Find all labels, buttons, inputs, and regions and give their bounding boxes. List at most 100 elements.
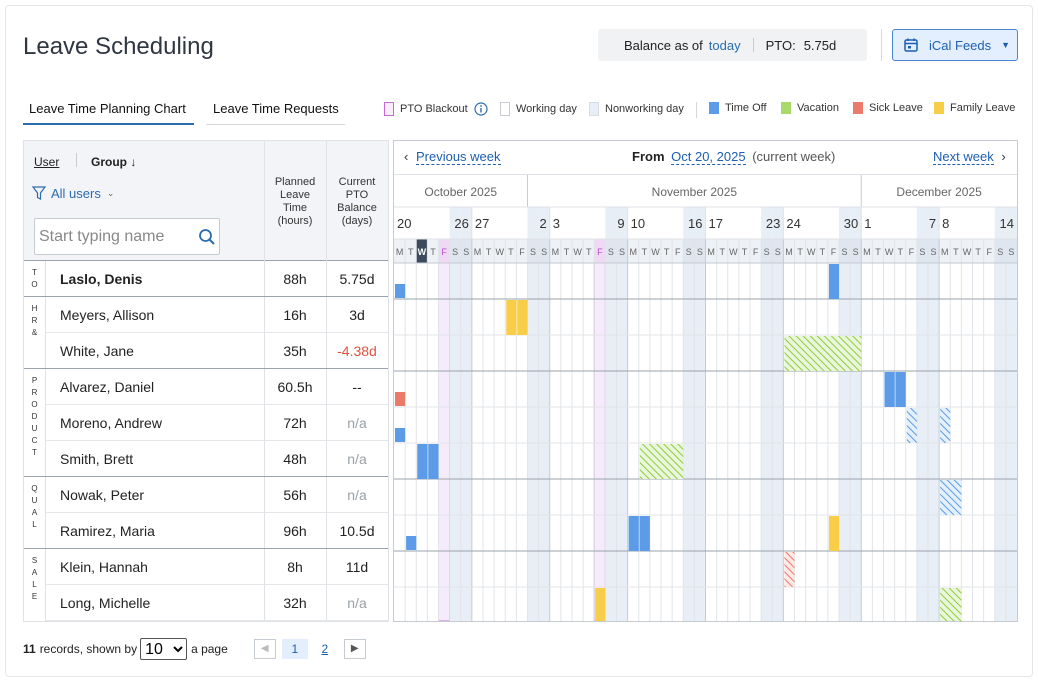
weekday-label: F — [986, 247, 992, 257]
employee-name[interactable]: Laslo, Denis — [60, 271, 143, 287]
leave-bar-family[interactable] — [828, 516, 839, 551]
table-row[interactable]: Alvarez, Daniel 60.5h -- — [24, 369, 388, 405]
nonworking-column — [850, 207, 862, 621]
leave-bar-time-off[interactable] — [940, 480, 962, 515]
employee-name[interactable]: Moreno, Andrew — [60, 415, 162, 431]
weekday-cell — [516, 239, 528, 263]
employee-name[interactable]: Smith, Brett — [60, 451, 134, 467]
balance-column-header[interactable]: Current PTO Balance (days) — [326, 176, 388, 228]
weekday-label: T — [953, 247, 959, 257]
from-date-link[interactable]: Oct 20, 2025 — [671, 149, 746, 165]
tab-planning-chart[interactable]: Leave Time Planning Chart — [23, 101, 194, 125]
planned-hours: 56h — [283, 487, 307, 503]
prev-page-button[interactable]: ◀ — [253, 639, 276, 659]
previous-week-link[interactable]: ‹ Previous week — [404, 149, 501, 165]
weekday-cell — [983, 239, 995, 263]
leave-bar-sick[interactable] — [784, 552, 795, 587]
leave-bar-time-off[interactable] — [395, 284, 406, 298]
info-icon[interactable] — [474, 102, 488, 116]
employee-name[interactable]: Alvarez, Daniel — [60, 379, 155, 395]
table-row[interactable]: White, Jane 35h -4.38d — [24, 333, 388, 369]
group-divider — [24, 548, 388, 549]
table-row[interactable]: Moreno, Andrew 72h n/a — [24, 405, 388, 441]
planned-header-line: Planned — [274, 176, 316, 188]
page-size-select[interactable]: 102550 — [140, 638, 188, 660]
from-label: From — [632, 149, 665, 164]
table-row[interactable]: Ramirez, Maria 96h 10.5d — [24, 513, 388, 549]
date-label: 23 — [766, 216, 780, 231]
filter-icon — [32, 186, 46, 200]
sort-by-group[interactable]: Group ↓ — [91, 155, 136, 169]
planned-hours: 88h — [283, 271, 307, 287]
leave-bar-vacation[interactable] — [940, 588, 962, 621]
page-1-button[interactable]: 1 — [281, 639, 308, 659]
weekday-label: S — [919, 247, 925, 257]
records-text: records, shown by — [39, 642, 138, 656]
table-row[interactable]: Laslo, Denis 88h 5.75d — [24, 261, 388, 297]
balance-header-line: Balance — [337, 202, 377, 214]
weekday-label: T — [408, 247, 414, 257]
employee-name[interactable]: White, Jane — [60, 343, 134, 359]
page-2-button[interactable]: 2 — [321, 642, 329, 656]
pto-balance: -- — [352, 379, 362, 395]
employee-name[interactable]: Long, Michelle — [60, 595, 151, 611]
next-page-button[interactable]: ▶ — [343, 639, 366, 659]
employee-name[interactable]: Klein, Hannah — [60, 559, 148, 575]
weekday-cell — [716, 239, 728, 263]
weekday-label: T — [897, 247, 903, 257]
table-row[interactable]: Long, Michelle 32h n/a — [24, 585, 388, 621]
table-row[interactable]: Klein, Hannah 8h 11d — [24, 549, 388, 585]
table-row[interactable]: Nowak, Peter 56h n/a — [24, 477, 388, 513]
weekday-label: T — [586, 247, 592, 257]
group-label: H R & — [24, 297, 46, 369]
weekday-cell — [861, 239, 873, 263]
tab-time-requests[interactable]: Leave Time Requests — [206, 101, 345, 125]
leave-bar-vacation[interactable] — [784, 336, 862, 371]
employee-name[interactable]: Nowak, Peter — [60, 487, 145, 503]
leave-bar-family[interactable] — [595, 588, 606, 621]
search-icon[interactable] — [198, 228, 216, 246]
planning-chart: ‹ Previous week From Oct 20, 2025 (curre… — [393, 140, 1018, 622]
weekday-cell — [916, 239, 928, 263]
legend-divider — [696, 102, 697, 118]
leave-bar-time-off[interactable] — [395, 428, 406, 442]
month-label: November 2025 — [652, 185, 738, 199]
balance-header-line: (days) — [341, 215, 373, 227]
planned-header-line: Time — [282, 202, 308, 214]
nonworking-column — [616, 207, 628, 621]
ical-feeds-button[interactable]: iCal Feeds ▼ — [892, 29, 1018, 61]
nonworking-column — [527, 207, 539, 621]
time-off-swatch — [709, 102, 719, 114]
column-divider — [264, 141, 265, 621]
legend-working: Working day — [500, 102, 577, 116]
planned-column-header[interactable]: Planned Leave Time (hours) — [264, 176, 326, 228]
leave-bar-time-off[interactable] — [906, 408, 917, 443]
legend-blackout: PTO Blackout — [384, 102, 488, 116]
leave-bar-vacation[interactable] — [639, 444, 684, 479]
user-filter-dropdown[interactable]: All users ⌄ — [32, 185, 114, 201]
employee-name[interactable]: Ramirez, Maria — [60, 523, 155, 539]
search-input[interactable]: Start typing name — [34, 218, 220, 255]
previous-week-label: Previous week — [415, 149, 501, 165]
table-row[interactable]: Smith, Brett 48h n/a — [24, 441, 388, 477]
month-label: December 2025 — [896, 185, 982, 199]
nonworking-column — [460, 207, 472, 621]
weekday-cell — [961, 239, 973, 263]
balance-date-link[interactable]: today — [708, 37, 741, 53]
next-week-link[interactable]: Next week › — [933, 149, 1006, 165]
leave-bar-time-off[interactable] — [940, 408, 951, 443]
table-row[interactable]: Meyers, Allison 16h 3d — [24, 297, 388, 333]
sort-divider — [76, 153, 77, 167]
leave-bar-time-off[interactable] — [828, 264, 839, 299]
weekday-label: F — [597, 247, 603, 257]
leave-bar-sick[interactable] — [395, 392, 406, 406]
employee-name[interactable]: Meyers, Allison — [60, 307, 155, 323]
weekday-cell — [839, 239, 851, 263]
nonworking-column — [928, 207, 940, 621]
weekday-label: S — [452, 247, 458, 257]
leave-bar-time-off[interactable] — [406, 536, 417, 550]
chart-nav-bar: ‹ Previous week From Oct 20, 2025 (curre… — [394, 141, 1017, 175]
sort-by-user[interactable]: User — [34, 155, 60, 169]
planned-header-line: (hours) — [277, 215, 313, 227]
date-label: 10 — [631, 216, 645, 231]
